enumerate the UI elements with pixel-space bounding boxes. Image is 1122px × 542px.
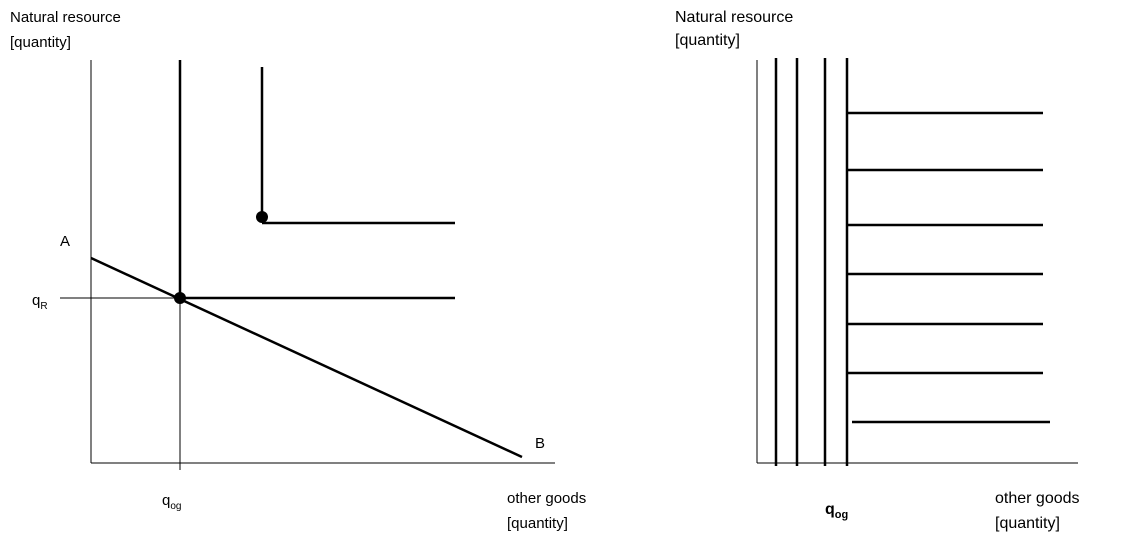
y-axis-label: [quantity] [675,32,740,49]
q-base: q [825,501,835,518]
budget-line [90,256,523,459]
y-axis-label: Natural resource [10,9,121,26]
y-axis-label: [quantity] [10,34,71,51]
right-diagram: Natural resource [quantity] qog other go… [675,9,1080,532]
y-axis-label: Natural resource [675,9,793,26]
q-og-label: qog [825,501,848,521]
x-axis-label: other goods [995,490,1080,507]
x-axis-label: [quantity] [995,515,1060,532]
x-axis-label: other goods [507,490,586,507]
corner-point [256,211,268,223]
q-sub: og [835,509,848,521]
q-sub: R [40,301,47,312]
point-label: A [60,233,70,250]
q-base: q [162,492,170,509]
optimum-point [174,292,186,304]
q-base: q [32,292,40,309]
q-r-label: qR [32,292,48,312]
point-label: B [535,435,545,452]
x-axis-label: [quantity] [507,515,568,532]
left-diagram: Natural resource [quantity] A B qR qog o… [10,9,586,532]
q-sub: og [170,501,181,512]
q-og-label: qog [162,492,181,512]
